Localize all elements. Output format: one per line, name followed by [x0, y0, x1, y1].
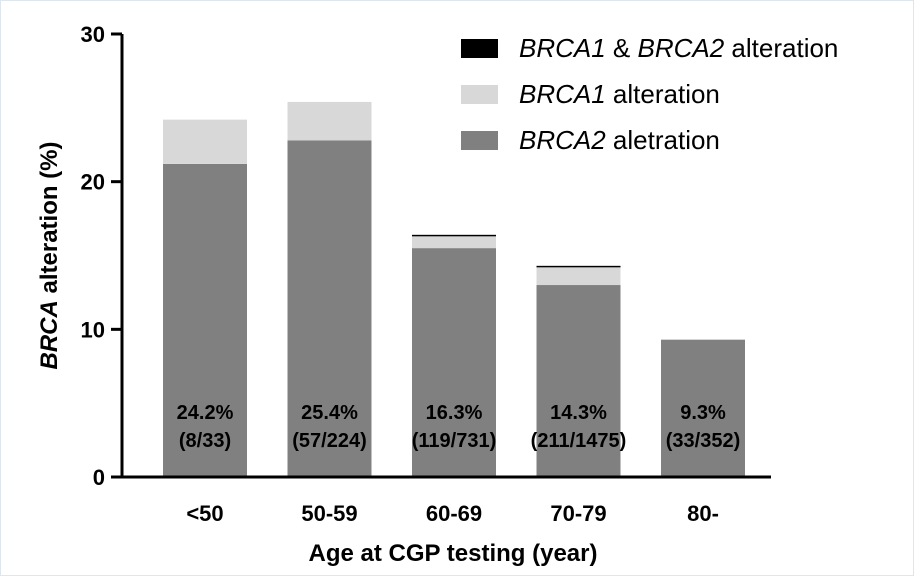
- y-tick-label: 0: [93, 465, 105, 490]
- legend-label-2-part-1: alteration: [606, 79, 720, 109]
- bar-3-segment-1: [412, 248, 496, 477]
- legend-label-1: BRCA1 & BRCA2 alteration: [519, 33, 838, 63]
- bar-5-segment-1: [661, 339, 745, 477]
- y-axis-title-part-0: BRCA: [36, 300, 63, 369]
- bar-percent-label: 25.4%: [301, 402, 358, 424]
- y-axis-title: BRCA alteration (%): [36, 141, 63, 369]
- bars-layer: [163, 101, 745, 478]
- legend-label-2: BRCA1 alteration: [519, 79, 720, 109]
- legend-label-1-part-0: BRCA1: [519, 33, 606, 63]
- x-tick-label: 60-69: [426, 501, 482, 526]
- bar-3-segment-3: [412, 234, 496, 237]
- axis-layer: <50 50-59 60-69 70-79 80- 0 10 20 30 Age at CGP t…: [36, 22, 771, 567]
- legend-swatch-1: [461, 39, 498, 58]
- bar-1-segment-2: [163, 119, 247, 164]
- bar-4-segment-1: [536, 285, 621, 477]
- x-axis-title: Age at CGP testing (year): [309, 540, 598, 567]
- bar-percent-label: 16.3%: [426, 402, 483, 424]
- x-tick-label: 70-79: [550, 501, 606, 526]
- bar-1-segment-1: [163, 163, 247, 478]
- bar-count-label: (8/33): [179, 430, 231, 452]
- legend-swatch-3: [461, 131, 498, 150]
- legend-label-1-part-2: BRCA2: [638, 33, 725, 63]
- legend-label-1-part-3: alteration: [724, 33, 838, 63]
- bar-2-segment-2: [287, 101, 372, 141]
- bar-2-segment-1: [287, 140, 372, 477]
- bar-count-label: (33/352): [666, 430, 741, 452]
- bar-count-label: (211/1475): [531, 430, 627, 452]
- legend-label-2-part-0: BRCA1: [519, 79, 606, 109]
- y-tick-label: 20: [81, 170, 105, 195]
- bar-3-segment-2: [412, 236, 496, 249]
- legend-label-3-part-1: aletration: [606, 125, 720, 155]
- bar-percent-label: 9.3%: [680, 402, 726, 424]
- bar-count-label: (57/224): [292, 430, 367, 452]
- bar-4-segment-2: [536, 267, 621, 286]
- bar-percent-label: 14.3%: [550, 402, 607, 424]
- bar-4-segment-3: [536, 265, 621, 268]
- bar-percent-label: 24.2%: [177, 402, 234, 424]
- y-axis-title-part-1: alteration (%): [36, 141, 63, 300]
- y-tick-label: 10: [81, 317, 105, 342]
- legend-label-3-part-0: BRCA2: [519, 125, 606, 155]
- legend-label-1-part-1: &: [606, 33, 638, 63]
- legend-swatch-2: [461, 85, 498, 104]
- labels-layer: 24.2% (8/33) 25.4% (57/224) 16.3% (119/731) 14…: [177, 402, 741, 452]
- x-tick-label: 50-59: [301, 501, 357, 526]
- x-tick-label: <50: [186, 501, 223, 526]
- bar-count-label: (119/731): [412, 430, 497, 452]
- y-tick-label: 30: [81, 22, 105, 47]
- legend-label-3: BRCA2 aletration: [519, 125, 720, 155]
- x-tick-label: 80-: [687, 501, 719, 526]
